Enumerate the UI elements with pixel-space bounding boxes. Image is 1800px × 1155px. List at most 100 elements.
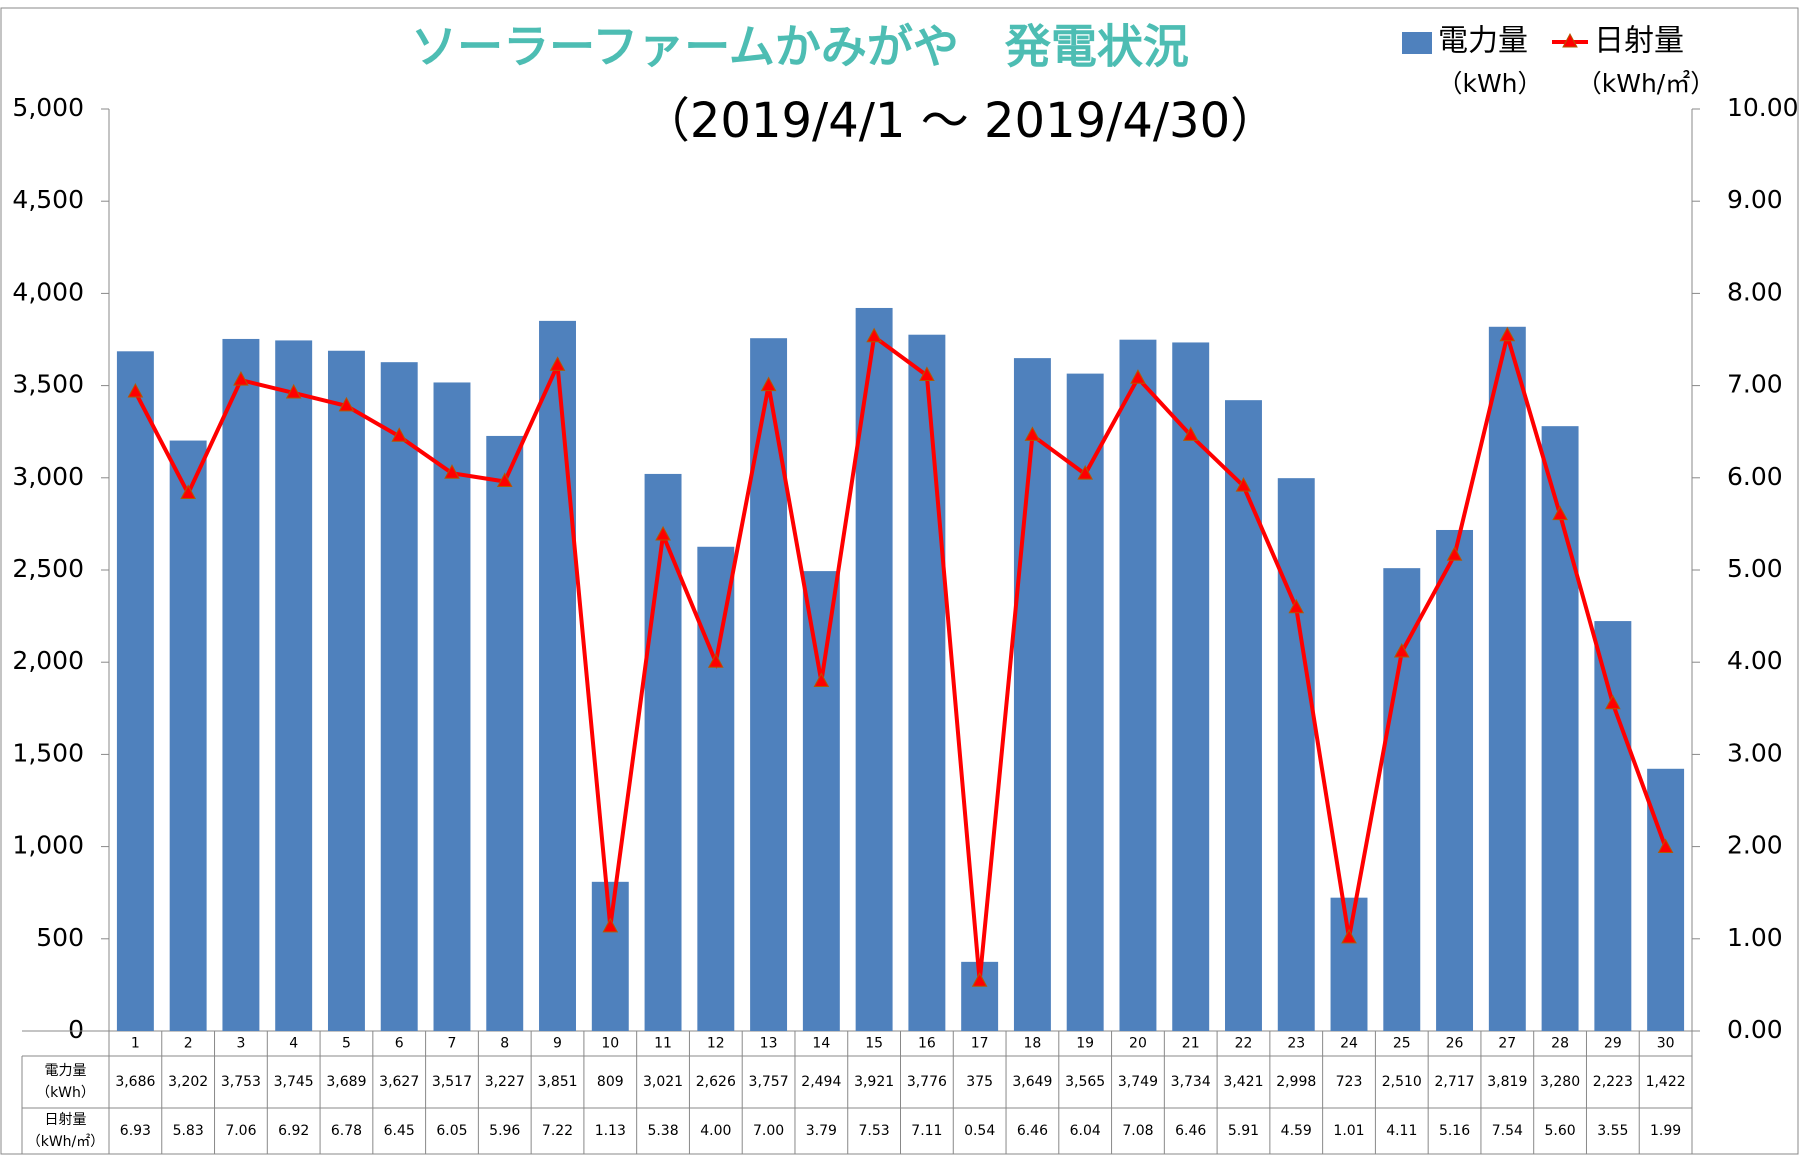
marker: [1077, 465, 1094, 480]
marker: [760, 376, 777, 392]
table-value: 809: [597, 1074, 624, 1090]
bar: [380, 362, 418, 1031]
table-value: 3,280: [1540, 1074, 1580, 1090]
table-value: 3,517: [432, 1074, 472, 1090]
bar: [1488, 326, 1526, 1032]
marker: [549, 356, 566, 371]
x-tick-label: 30: [1657, 1036, 1675, 1052]
table-value: 7.08: [1122, 1123, 1153, 1139]
marker: [180, 484, 196, 499]
x-tick-label: 18: [1024, 1036, 1042, 1052]
marker: [1393, 643, 1410, 658]
y-tick-label: 3,000: [12, 462, 84, 491]
table-value: 5.38: [647, 1123, 678, 1139]
x-tick-label: 25: [1393, 1036, 1411, 1052]
x-tick-label: 16: [918, 1036, 936, 1052]
x-tick-label: 9: [553, 1036, 562, 1052]
table-value: 6.92: [278, 1123, 309, 1139]
y2-tick-label: 9.00: [1727, 185, 1783, 214]
marker: [1024, 426, 1041, 441]
marker: [919, 366, 935, 381]
y2-tick-label: 5.00: [1727, 554, 1783, 583]
x-tick-label: 13: [760, 1036, 778, 1052]
table-value: 375: [966, 1074, 993, 1090]
table-value: 4.00: [700, 1123, 731, 1139]
row-unit: （kWh）: [36, 1085, 95, 1101]
marker: [707, 653, 724, 668]
table-value: 6.46: [1175, 1123, 1206, 1139]
table-value: 2,998: [1276, 1074, 1316, 1090]
x-tick-label: 28: [1551, 1036, 1569, 1052]
table-value: 3,851: [537, 1074, 577, 1090]
table-value: 7.11: [911, 1123, 942, 1139]
x-tick-label: 5: [342, 1036, 351, 1052]
x-tick-label: 8: [500, 1036, 509, 1052]
y2-tick-label: 4.00: [1727, 646, 1783, 675]
table-value: 3,421: [1223, 1074, 1263, 1090]
bar: [539, 320, 576, 1031]
bar: [116, 351, 154, 1031]
bar: [1383, 568, 1421, 1031]
x-tick-label: 24: [1340, 1036, 1358, 1052]
table-value: 3,819: [1487, 1074, 1527, 1090]
marker: [1605, 694, 1621, 710]
marker: [1235, 477, 1252, 492]
table-value: 3,689: [326, 1074, 366, 1090]
bar: [222, 338, 260, 1032]
marker: [233, 371, 249, 386]
table-value: 2,626: [696, 1074, 736, 1090]
table-value: 2,494: [801, 1074, 841, 1090]
x-tick-label: 2: [184, 1036, 193, 1052]
x-tick-label: 29: [1604, 1036, 1622, 1052]
bar: [1436, 529, 1474, 1031]
y2-tick-label: 3.00: [1727, 738, 1783, 767]
table-value: 5.83: [173, 1123, 204, 1139]
x-tick-label: 27: [1498, 1036, 1516, 1052]
row-header: 日射量: [45, 1112, 87, 1128]
bar: [433, 382, 471, 1031]
table-value: 7.22: [542, 1123, 573, 1139]
marker: [496, 472, 513, 487]
y-tick-label: 2,500: [12, 554, 84, 583]
bar: [1013, 358, 1051, 1031]
x-tick-label: 4: [289, 1036, 298, 1052]
y-tick-label: 1,000: [12, 831, 84, 860]
row-unit: （kWh/㎡）: [27, 1134, 105, 1150]
legend-swatch: [1402, 32, 1432, 54]
x-tick-label: 19: [1076, 1036, 1094, 1052]
table-value: 2,223: [1593, 1074, 1633, 1090]
x-tick-label: 6: [395, 1036, 404, 1052]
bar: [591, 881, 629, 1031]
marker: [1446, 546, 1463, 561]
table-value: 1.99: [1650, 1123, 1681, 1139]
y-tick-label: 1,500: [12, 738, 84, 767]
table-value: 3,227: [485, 1074, 525, 1090]
marker: [813, 672, 830, 688]
marker: [391, 427, 408, 442]
x-tick-label: 10: [601, 1036, 619, 1052]
x-tick-label: 12: [707, 1036, 725, 1052]
table-value: 6.45: [384, 1123, 415, 1139]
bar: [1541, 426, 1579, 1032]
marker: [1288, 598, 1305, 614]
bar: [169, 440, 207, 1031]
table-value: 6.93: [120, 1123, 151, 1139]
bar: [1277, 478, 1315, 1031]
y2-tick-label: 1.00: [1727, 923, 1783, 952]
table-value: 3,749: [1118, 1074, 1158, 1090]
marker: [866, 327, 882, 343]
table-value: 5.91: [1228, 1123, 1259, 1139]
y2-tick-label: 2.00: [1727, 831, 1783, 860]
x-tick-label: 3: [236, 1036, 245, 1052]
y2-tick-label: 8.00: [1727, 277, 1783, 306]
bar: [644, 473, 682, 1031]
table-value: 1.13: [595, 1123, 626, 1139]
y-tick-label: 4,500: [12, 185, 84, 214]
table-value: 6.78: [331, 1123, 362, 1139]
bar: [327, 350, 365, 1031]
bar: [1594, 621, 1632, 1031]
x-tick-label: 23: [1287, 1036, 1305, 1052]
line: [133, 328, 1668, 982]
table-value: 2,717: [1435, 1074, 1475, 1090]
